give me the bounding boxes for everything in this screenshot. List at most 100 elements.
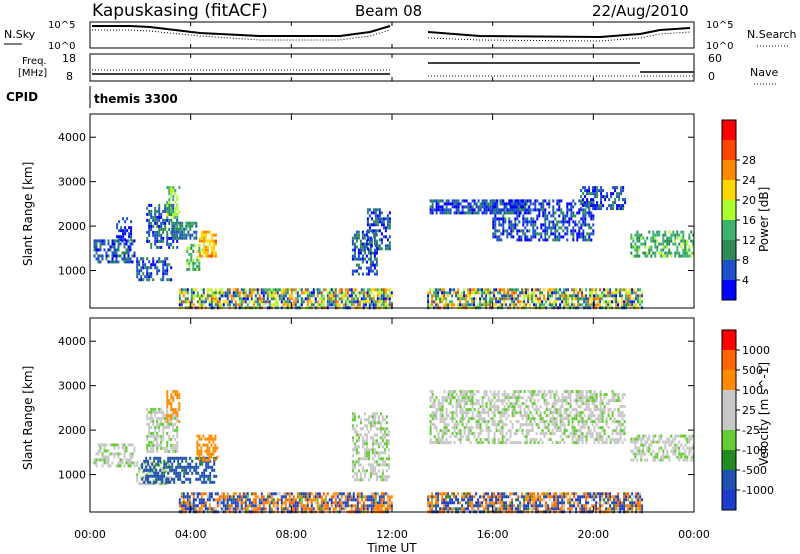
power-cell xyxy=(508,220,511,224)
power-cell xyxy=(453,205,456,209)
vel-cell xyxy=(115,443,118,447)
vel-cell xyxy=(487,426,490,430)
power-cell xyxy=(623,300,626,304)
vel-cell xyxy=(155,471,158,475)
vel-cell xyxy=(599,405,602,409)
vel-cell xyxy=(379,475,382,479)
power-cell xyxy=(258,300,261,304)
vel-cell xyxy=(599,396,602,400)
vel-cell xyxy=(359,472,362,476)
station-title: Kapuskasing (fitACF) xyxy=(92,1,268,21)
power-cell xyxy=(382,294,385,298)
power-cell xyxy=(113,248,116,252)
power-cell xyxy=(342,294,345,298)
power-cell xyxy=(182,294,185,298)
vel-cell xyxy=(101,443,104,447)
power-cell xyxy=(636,233,639,237)
power-cell xyxy=(256,300,259,304)
vel-cell xyxy=(431,441,434,445)
power-cell xyxy=(523,297,526,301)
power-cell xyxy=(447,208,450,212)
power-cell xyxy=(549,300,552,304)
vel-cell xyxy=(205,465,208,469)
vel-cell xyxy=(581,390,584,394)
power-cell xyxy=(178,297,181,301)
power-cell xyxy=(627,300,630,304)
power-cell xyxy=(150,203,153,207)
vel-cell xyxy=(491,399,494,403)
power-cell xyxy=(596,186,599,190)
power-cell xyxy=(348,294,351,298)
power-cell xyxy=(146,278,149,282)
power-cell xyxy=(447,303,450,307)
power-cell xyxy=(162,269,165,273)
vel-cell xyxy=(467,432,470,436)
vel-cell xyxy=(593,393,596,397)
vel-cell xyxy=(252,492,255,496)
power-cell xyxy=(512,211,515,215)
power-cell xyxy=(566,226,569,230)
vel-cell xyxy=(123,443,126,447)
power-cell xyxy=(528,199,531,203)
power-cell xyxy=(498,208,501,212)
vel-cell xyxy=(493,423,496,427)
vel-cell xyxy=(615,426,618,430)
vel-cell xyxy=(449,393,452,397)
power-cell xyxy=(499,291,502,295)
vel-cell xyxy=(363,442,366,446)
vel-cell xyxy=(648,449,651,453)
vel-cell xyxy=(541,429,544,433)
power-cell xyxy=(173,233,176,237)
vel-cell xyxy=(603,411,606,415)
power-cell xyxy=(368,294,371,298)
power-cell xyxy=(594,189,597,193)
vel-cell xyxy=(525,399,528,403)
power-cell xyxy=(270,297,273,301)
power-cell xyxy=(176,195,179,199)
power-cell xyxy=(210,239,213,243)
power-cell xyxy=(469,294,472,298)
power-cell xyxy=(573,294,576,298)
vel-cell xyxy=(117,455,120,459)
power-cell xyxy=(578,211,581,215)
power-cell xyxy=(348,300,351,304)
power-cell xyxy=(567,294,570,298)
power-cell xyxy=(670,233,673,237)
vel-cell xyxy=(601,420,604,424)
power-cell xyxy=(617,300,620,304)
vel-cell xyxy=(150,440,153,444)
vel-cell xyxy=(587,390,590,394)
power-cell xyxy=(124,229,127,233)
power-cell xyxy=(510,199,513,203)
power-cell xyxy=(479,205,482,209)
vel-cell xyxy=(214,434,217,438)
vel-cell xyxy=(361,478,364,482)
power-cell xyxy=(214,300,217,304)
power-cell xyxy=(376,208,379,212)
vel-cell xyxy=(164,425,167,429)
vel-cell xyxy=(361,442,364,446)
power-cell xyxy=(614,201,617,205)
vel-cell xyxy=(469,417,472,421)
power-cell xyxy=(654,242,657,246)
vel-cell xyxy=(623,420,626,424)
power-cell xyxy=(682,230,685,234)
power-cell xyxy=(692,242,695,246)
vel-cell xyxy=(640,452,643,456)
vel-cell xyxy=(363,439,366,443)
power-cell xyxy=(544,220,547,224)
vel-cell xyxy=(207,474,210,478)
power-cell xyxy=(503,288,506,292)
power-cell xyxy=(372,220,375,224)
vel-cell xyxy=(367,454,370,458)
power-cell xyxy=(380,232,383,236)
power-cell xyxy=(170,192,173,196)
vel-cell xyxy=(206,446,209,450)
power-cell xyxy=(232,288,235,292)
power-cell xyxy=(495,211,498,215)
vel-cell xyxy=(145,465,148,469)
vel-cell xyxy=(357,463,360,467)
power-cell xyxy=(168,186,171,190)
power-cell xyxy=(230,294,233,298)
power-cell xyxy=(220,291,223,295)
